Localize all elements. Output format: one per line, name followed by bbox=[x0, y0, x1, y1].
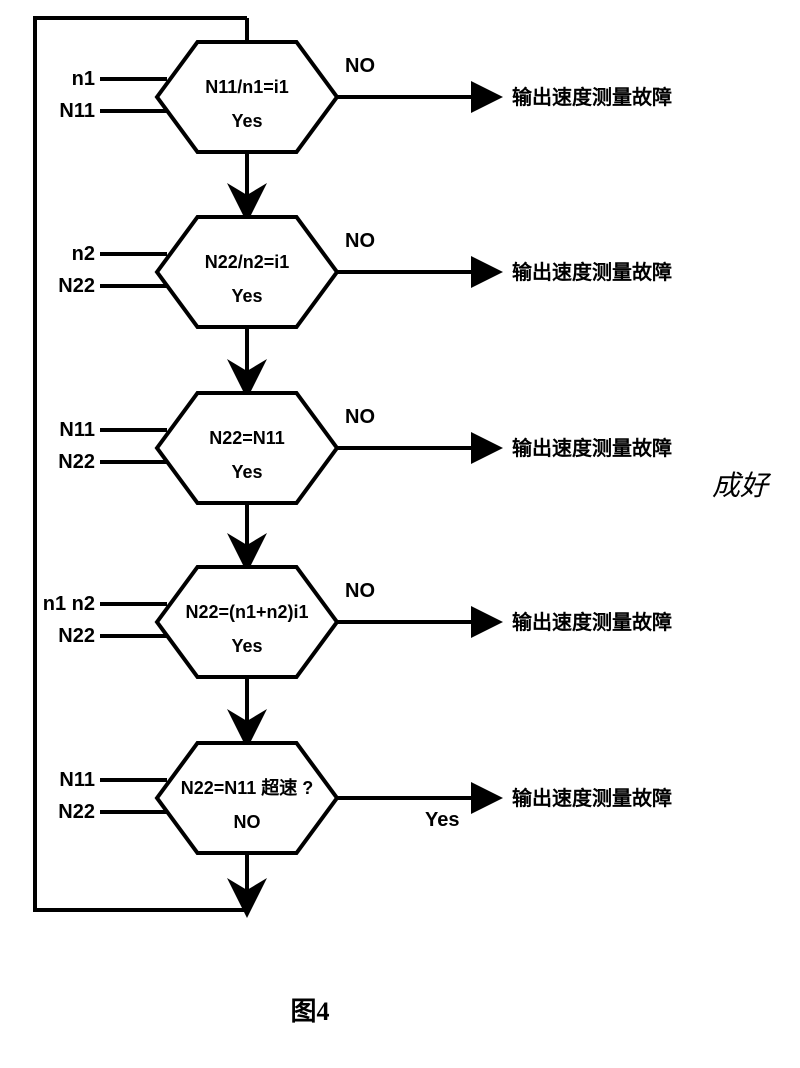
no-label-0: NO bbox=[345, 55, 375, 77]
input-text-2-0: N11 bbox=[59, 419, 95, 441]
no-label-1: NO bbox=[345, 230, 375, 252]
output-text-4: 输出速度测量故障 bbox=[512, 786, 672, 810]
condition-text-4: N22=N11 超速 ? bbox=[181, 777, 314, 798]
yes-label-3: Yes bbox=[231, 636, 262, 656]
input-text-1-0: n2 bbox=[72, 243, 95, 265]
input-text-4-0: N11 bbox=[59, 769, 95, 791]
input-text-2-1: N22 bbox=[58, 451, 95, 473]
yes-label-4: Yes bbox=[425, 809, 459, 831]
decision-hex-0 bbox=[157, 42, 337, 152]
output-text-2: 输出速度测量故障 bbox=[512, 436, 672, 460]
decision-hex-2 bbox=[157, 393, 337, 503]
yes-label-1: Yes bbox=[231, 286, 262, 306]
input-text-4-1: N22 bbox=[58, 801, 95, 823]
decision-hex-1 bbox=[157, 217, 337, 327]
output-text-0: 输出速度测量故障 bbox=[512, 85, 672, 109]
yes-label-0: Yes bbox=[231, 111, 262, 131]
no-label-4: NO bbox=[234, 812, 261, 832]
flowchart-svg: N11/n1=i1 Yes NO n1 N11 输出速度测量故障 N22/n2=i1 Yes N… bbox=[0, 0, 800, 1068]
decision-hex-3 bbox=[157, 567, 337, 677]
input-text-0-1: N11 bbox=[59, 100, 95, 122]
yes-label-2: Yes bbox=[231, 462, 262, 482]
input-text-3-1: N22 bbox=[58, 625, 95, 647]
no-label-3: NO bbox=[345, 580, 375, 602]
condition-text-2: N22=N11 bbox=[209, 428, 285, 448]
condition-text-3: N22=(n1+n2)i1 bbox=[185, 602, 308, 622]
decision-hex-4 bbox=[157, 743, 337, 853]
input-text-1-1: N22 bbox=[58, 275, 95, 297]
condition-text-1: N22/n2=i1 bbox=[205, 252, 290, 272]
output-text-3: 输出速度测量故障 bbox=[512, 610, 672, 634]
side-annotation: 成好 bbox=[712, 471, 772, 502]
no-label-2: NO bbox=[345, 406, 375, 428]
condition-text-0: N11/n1=i1 bbox=[205, 77, 289, 97]
input-text-0-0: n1 bbox=[72, 68, 95, 90]
figure-caption: 图4 bbox=[290, 997, 329, 1026]
output-text-1: 输出速度测量故障 bbox=[512, 260, 672, 284]
input-text-3-0: n1 n2 bbox=[43, 593, 95, 615]
